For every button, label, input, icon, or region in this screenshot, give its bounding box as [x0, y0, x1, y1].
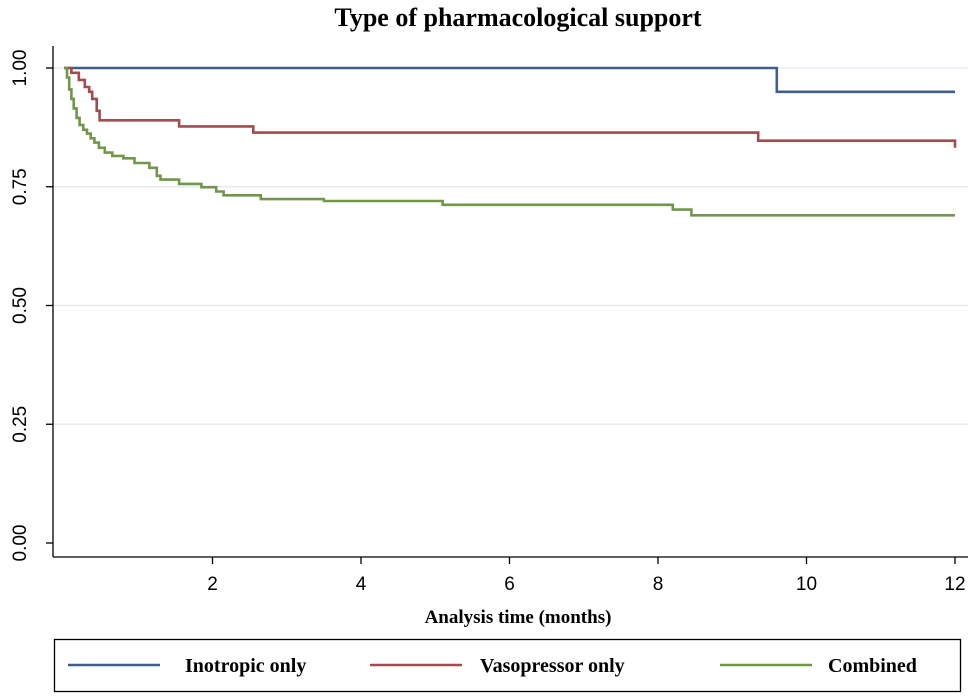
y-tick-label: 0.75	[10, 168, 31, 205]
legend-label-inotropic-only: Inotropic only	[185, 655, 306, 677]
plot-frame	[52, 46, 968, 558]
y-tick-label: 1.00	[10, 50, 31, 87]
series-line-inotropic-only	[64, 66, 955, 94]
series-lines	[64, 66, 957, 217]
x-tick-label: 2	[207, 574, 218, 595]
x-tick-label: 12	[944, 574, 965, 595]
x-tick-label: 4	[356, 574, 367, 595]
x-axis-title: Analysis time (months)	[425, 607, 612, 628]
y-tick-label: 0.00	[10, 525, 31, 562]
chart-title: Type of pharmacological support	[334, 3, 701, 32]
x-tick-label: 10	[796, 574, 817, 595]
x-tick-label: 6	[504, 574, 515, 595]
series-line-combined	[64, 66, 955, 217]
gridlines	[53, 67, 968, 425]
legend-label-vasopressor-only: Vasopressor only	[480, 655, 625, 677]
legend-label-combined: Combined	[828, 655, 917, 677]
x-tick-label: 8	[653, 574, 664, 595]
x-axis: 2 4 6 8 10 12	[207, 557, 966, 595]
y-tick-label: 0.50	[10, 287, 31, 324]
series-line-vasopressor-only	[64, 66, 957, 148]
legend: Inotropic only Vasopressor only Combined	[53, 638, 962, 693]
y-axis: 0.00 0.25 0.50 0.75 1.00	[10, 50, 53, 562]
y-tick-label: 0.25	[10, 406, 31, 443]
